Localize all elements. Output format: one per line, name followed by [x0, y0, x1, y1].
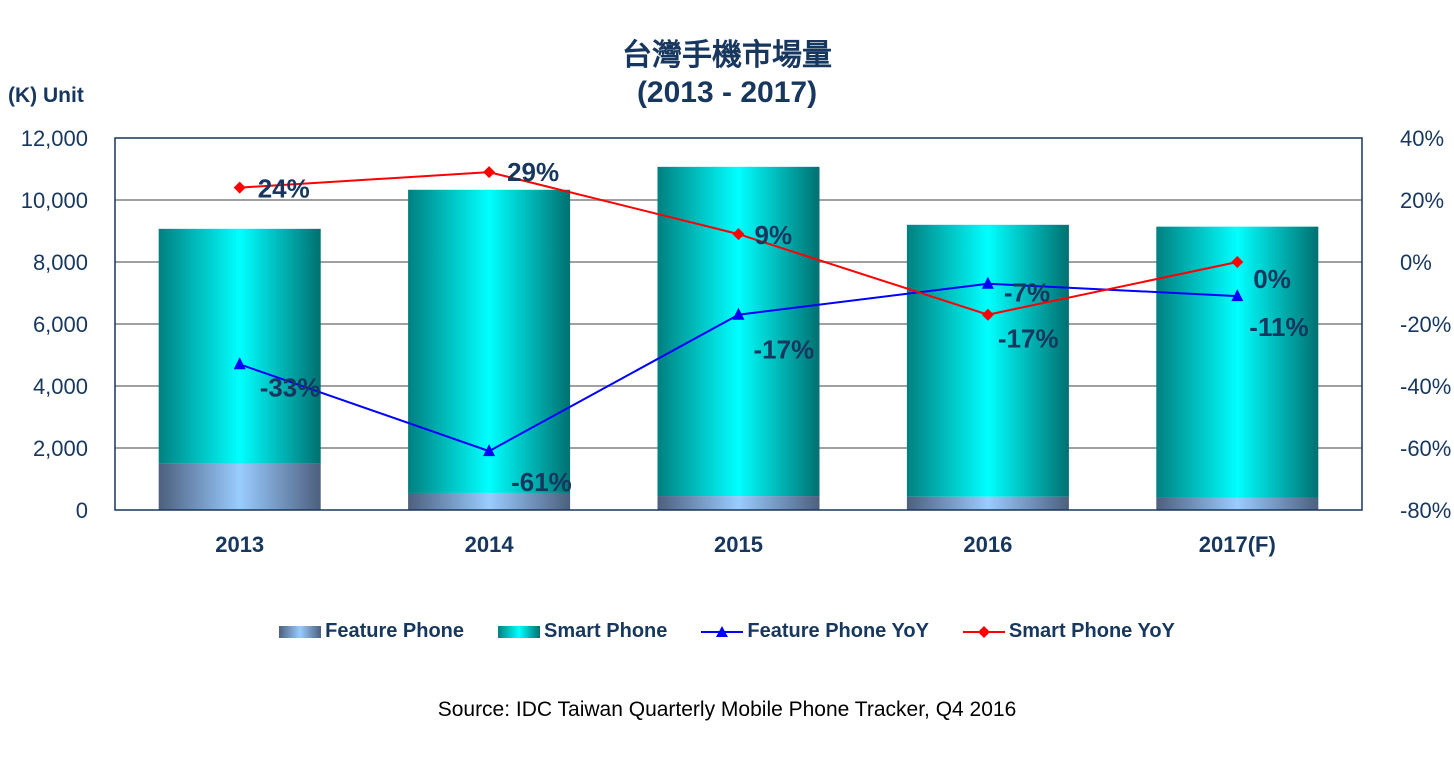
plot-border — [114, 137, 1363, 511]
plot-area: 0 2,000 4,000 6,000 8,000 10,000 12,000 -80% -60… — [21, 126, 1452, 557]
legend-swatch-feature — [279, 625, 322, 638]
y2-tick-label: -20% — [1400, 312, 1451, 337]
y2-tick-label: 40% — [1400, 126, 1444, 151]
legend-swatch-smart-yoy — [962, 625, 1005, 638]
bar-feature-phone — [906, 496, 1069, 510]
smart-yoy-data-label: 0% — [1253, 264, 1291, 294]
x-tick-label: 2016 — [963, 532, 1012, 557]
feature-yoy-marker — [981, 276, 994, 289]
smart-yoy-data-label: 29% — [507, 157, 559, 187]
smart-yoy-data-label: 9% — [755, 220, 793, 250]
feature-yoy-marker — [233, 357, 246, 370]
x-tick-label: 2014 — [465, 532, 515, 557]
bar-smart-phone — [408, 189, 571, 493]
legend-swatch-feature-yoy — [701, 625, 744, 637]
feature-yoy-data-label: -33% — [260, 372, 321, 402]
smart-yoy-marker — [981, 308, 994, 321]
x-tick-label: 2017(F) — [1199, 532, 1276, 557]
chart-title: 台灣手機市場量 — [622, 39, 832, 72]
y-axis-label: (K) Unit — [8, 84, 84, 107]
x-tick-label: 2015 — [714, 532, 763, 557]
bar-feature-phone — [657, 496, 820, 510]
bar-smart-phone — [158, 228, 321, 464]
legend-item-smart-phone: Smart Phone — [498, 620, 667, 643]
y2-tick-label: -60% — [1400, 436, 1451, 461]
bar-smart-phone — [906, 224, 1069, 497]
legend-label: Smart Phone YoY — [1008, 620, 1175, 642]
legend-label: Feature Phone YoY — [747, 620, 929, 642]
feature-yoy-data-label: -61% — [511, 467, 572, 497]
y-tick-label: 0 — [76, 498, 88, 523]
smart-yoy-data-label: -17% — [998, 324, 1059, 354]
smart-yoy-marker — [233, 181, 246, 194]
feature-yoy-data-label: -17% — [754, 335, 815, 365]
bar-feature-phone — [408, 492, 571, 510]
legend-label: Smart Phone — [544, 620, 668, 642]
y-tick-label: 4,000 — [33, 374, 88, 399]
y2-tick-label: 0% — [1400, 250, 1432, 275]
y2-tick-label: 20% — [1400, 188, 1444, 213]
source-note: Source: IDC Taiwan Quarterly Mobile Phon… — [437, 698, 1017, 721]
y2-tick-label: -80% — [1400, 498, 1451, 523]
smart-yoy-marker — [732, 228, 745, 241]
bar-feature-phone — [158, 463, 321, 510]
smart-yoy-data-label: 24% — [258, 174, 310, 204]
bar-smart-phone — [657, 166, 820, 497]
legend-swatch-smart — [498, 625, 541, 638]
bar-feature-phone — [1156, 497, 1319, 510]
legend-item-feature-yoy: Feature Phone YoY — [701, 620, 929, 643]
smart-yoy-marker — [1231, 256, 1244, 268]
y-tick-label: 10,000 — [21, 188, 88, 213]
y-tick-label: 6,000 — [33, 312, 88, 337]
y-tick-label: 2,000 — [33, 436, 88, 461]
y-tick-label: 12,000 — [21, 126, 88, 151]
feature-yoy-marker — [732, 307, 745, 320]
legend: Feature Phone Smart Phone Feature Phone … — [0, 620, 1454, 643]
smart-yoy-marker — [483, 166, 496, 179]
feature-yoy-marker — [1231, 289, 1244, 302]
feature-yoy-marker — [483, 444, 496, 457]
legend-item-feature-phone: Feature Phone — [279, 620, 464, 643]
bar-smart-phone — [1156, 226, 1319, 498]
y-tick-label: 8,000 — [33, 250, 88, 275]
chart-subtitle: (2013 - 2017) — [636, 76, 818, 109]
y2-tick-label: -40% — [1400, 374, 1451, 399]
feature-yoy-data-label: -11% — [1249, 312, 1308, 342]
legend-item-smart-yoy: Smart Phone YoY — [962, 620, 1175, 643]
x-tick-label: 2013 — [215, 532, 264, 557]
legend-label: Feature Phone — [325, 620, 465, 642]
